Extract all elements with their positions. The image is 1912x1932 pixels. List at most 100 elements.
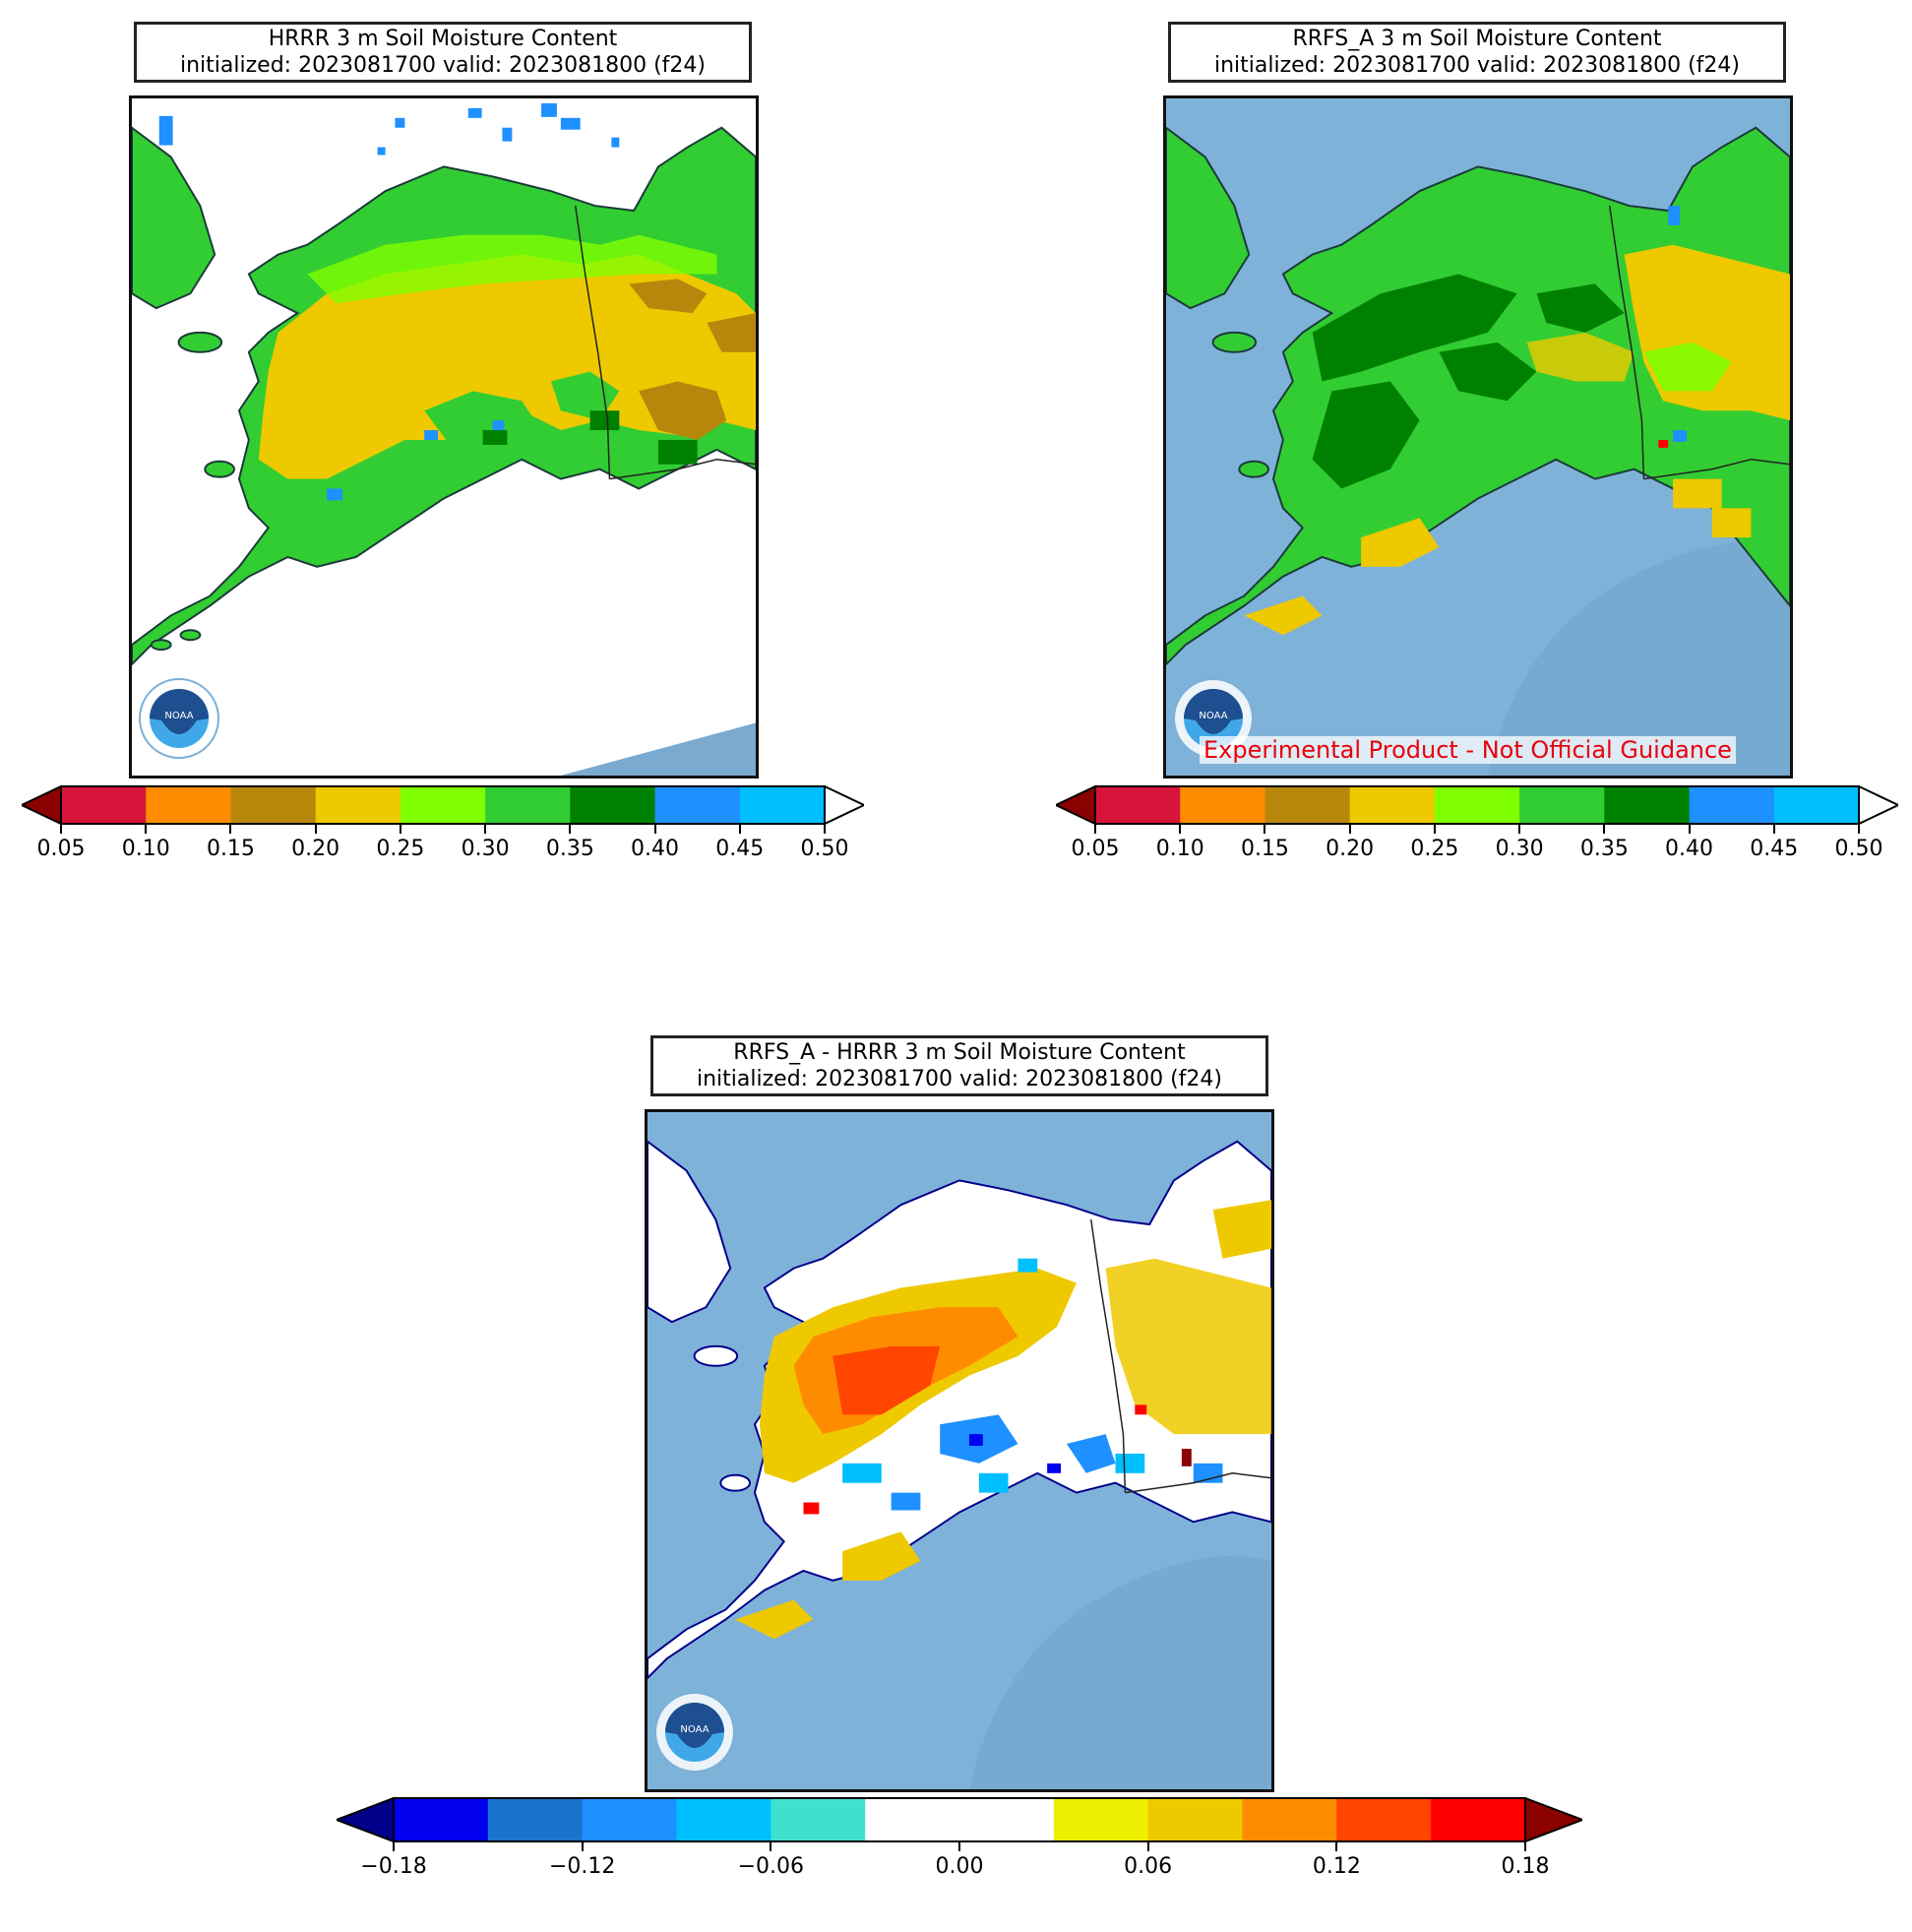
colorbar-tick-mark	[1146, 1842, 1149, 1851]
colorbar-tick-mark	[581, 1842, 584, 1851]
colorbar-tick-mark	[770, 1842, 772, 1851]
colorbar-tick-label: 0.15	[1240, 837, 1289, 861]
colorbar-tick-label: 0.35	[1579, 837, 1629, 861]
rrfs-map: NOAA Experimental Product - Not Official…	[1163, 95, 1793, 779]
colorbar-segment	[1349, 786, 1436, 824]
colorbar-tick-mark	[738, 825, 741, 834]
colorbar-tick-mark	[1772, 825, 1775, 834]
colorbar-tick-mark	[60, 825, 62, 834]
colorbar-tick-mark	[229, 825, 232, 834]
colorbar-segment	[739, 786, 826, 824]
hrrr-title-line1: HRRR 3 m Soil Moisture Content	[268, 27, 618, 51]
colorbar-tick-mark	[653, 825, 656, 834]
colorbar-tick-label: 0.30	[1495, 837, 1544, 861]
colorbar-tick-label: 0.40	[631, 837, 680, 861]
colorbar-tick-mark	[314, 825, 317, 834]
colorbar-tick-label: 0.20	[1326, 837, 1375, 861]
colorbar-tick-label: 0.00	[935, 1854, 984, 1879]
colorbar-tick-label: −0.12	[548, 1854, 616, 1879]
colorbar-segment	[1431, 1798, 1526, 1841]
colorbar-tick-label: 0.10	[1155, 837, 1204, 861]
colorbar-segment	[582, 1798, 677, 1841]
colorbar-tick-mark	[1348, 825, 1351, 834]
colorbar-segment	[1264, 786, 1351, 824]
diff-map-svg	[648, 1112, 1271, 1789]
colorbar-outline	[60, 785, 826, 825]
rrfs-title: RRFS_A 3 m Soil Moisture Content initial…	[1168, 22, 1786, 83]
hrrr-arctic-blobs	[158, 102, 620, 156]
colorbar-under-triangle	[334, 1796, 395, 1843]
colorbar-tick-label: 0.30	[461, 837, 510, 861]
colorbar-segment	[487, 1798, 584, 1841]
colorbar-tick-label: 0.50	[1834, 837, 1883, 861]
colorbar-tick-label: 0.25	[376, 837, 425, 861]
colorbar-tick-mark	[1433, 825, 1436, 834]
colorbar-tick-label: −0.06	[737, 1854, 805, 1879]
hrrr-colorbar-svg	[19, 784, 867, 826]
colorbar-outline	[1094, 785, 1860, 825]
colorbar-tick-label: 0.35	[545, 837, 594, 861]
colorbar-tick-label: 0.05	[36, 837, 86, 861]
hrrr-title: HRRR 3 m Soil Moisture Content initializ…	[134, 22, 752, 83]
colorbar-tick-label: 0.06	[1124, 1854, 1173, 1879]
colorbar-segment	[1434, 786, 1520, 824]
colorbar-segment	[1180, 786, 1265, 824]
colorbar-segment	[315, 786, 401, 824]
colorbar-under-triangle	[1053, 784, 1096, 826]
colorbar-tick-label: 0.45	[715, 837, 765, 861]
rrfs-title-line2: initialized: 2023081700 valid: 202308180…	[1214, 53, 1740, 78]
experimental-watermark: Experimental Product - Not Official Guid…	[1200, 736, 1736, 764]
colorbar-tick-mark	[1094, 825, 1096, 834]
colorbar-segment	[400, 786, 486, 824]
colorbar-tick-mark	[569, 825, 572, 834]
colorbar-tick-label: 0.12	[1312, 1854, 1361, 1879]
diff-colorbar-svg	[334, 1796, 1585, 1843]
colorbar-segment	[959, 1798, 1055, 1841]
colorbar-tick-label: 0.50	[800, 837, 849, 861]
colorbar-segment	[1147, 1798, 1243, 1841]
diff-title-line2: initialized: 2023081700 valid: 202308180…	[697, 1067, 1222, 1091]
colorbar-segment	[676, 1798, 771, 1841]
colorbar-tick-mark	[1518, 825, 1521, 834]
colorbar-tick-mark	[1524, 1842, 1526, 1851]
colorbar-tick-mark	[958, 1842, 960, 1851]
colorbar-tick-label: 0.40	[1665, 837, 1714, 861]
colorbar-segment	[1095, 786, 1181, 824]
colorbar-segment	[61, 786, 147, 824]
colorbar-tick-label: 0.10	[121, 837, 170, 861]
colorbar-segment	[865, 1798, 960, 1841]
noaa-logo-diff: NOAA	[653, 1691, 736, 1774]
hrrr-map-svg	[132, 98, 756, 776]
colorbar-tick-label: 0.25	[1410, 837, 1459, 861]
colorbar-segment	[654, 786, 741, 824]
colorbar-segment	[1336, 1798, 1432, 1841]
colorbar-over-triangle	[1858, 784, 1901, 826]
colorbar-tick-mark	[824, 825, 826, 834]
colorbar-tick-mark	[1603, 825, 1606, 834]
colorbar-segment	[1689, 786, 1775, 824]
svg-text:NOAA: NOAA	[680, 1724, 709, 1735]
colorbar-segment	[146, 786, 231, 824]
colorbar-segment	[1242, 1798, 1337, 1841]
diff-map: NOAA	[645, 1109, 1274, 1792]
colorbar-tick-label: −0.18	[360, 1854, 427, 1879]
colorbar-tick-mark	[1264, 825, 1266, 834]
colorbar-segment	[394, 1798, 489, 1841]
colorbar-tick-mark	[1858, 825, 1860, 834]
rrfs-colorbar	[1053, 784, 1901, 835]
diff-colorbar	[334, 1796, 1585, 1852]
colorbar-tick-mark	[145, 825, 148, 834]
hrrr-title-line2: initialized: 2023081700 valid: 202308180…	[180, 53, 706, 78]
colorbar-tick-label: 0.15	[206, 837, 255, 861]
colorbar-over-triangle	[824, 784, 867, 826]
colorbar-over-triangle	[1524, 1796, 1585, 1843]
colorbar-tick-mark	[399, 825, 401, 834]
colorbar-segment	[230, 786, 317, 824]
colorbar-tick-label: 0.18	[1501, 1854, 1550, 1879]
colorbar-segment	[1519, 786, 1605, 824]
colorbar-tick-label: 0.45	[1750, 837, 1799, 861]
rrfs-title-line1: RRFS_A 3 m Soil Moisture Content	[1292, 27, 1662, 51]
colorbar-tick-mark	[484, 825, 487, 834]
noaa-logo-hrrr: NOAA	[138, 677, 220, 760]
colorbar-under-triangle	[19, 784, 62, 826]
